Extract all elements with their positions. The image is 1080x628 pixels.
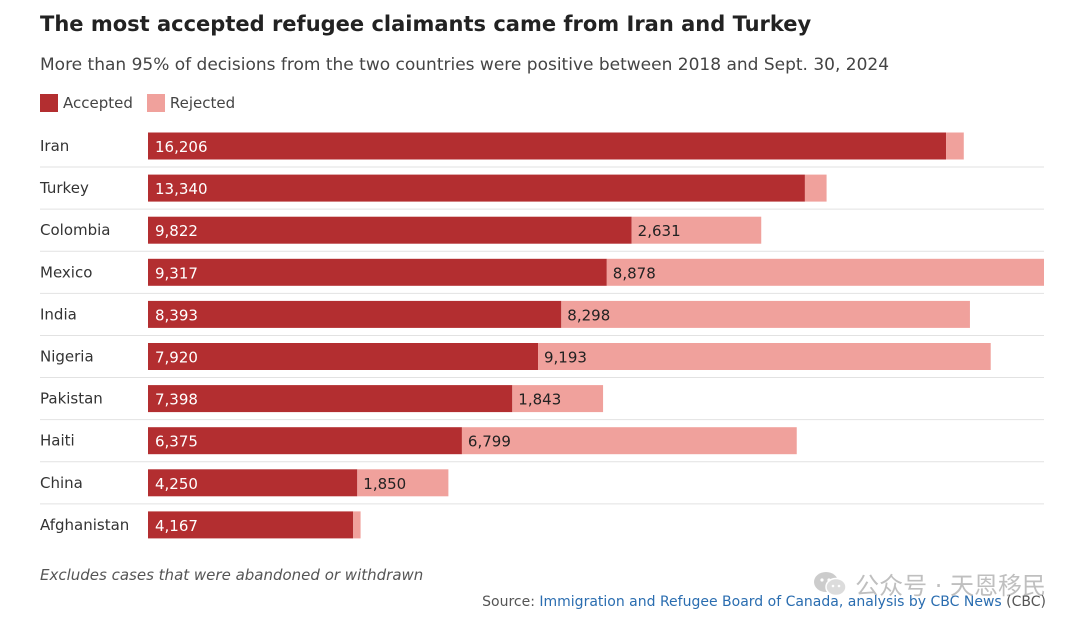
data-label-rejected-china: 1,850 bbox=[363, 475, 406, 493]
data-label-rejected-india: 8,298 bbox=[567, 306, 610, 324]
bar-rejected-turkey bbox=[804, 174, 827, 202]
category-label-afghanistan: Afghanistan bbox=[40, 516, 129, 534]
bar-accepted-china bbox=[148, 469, 358, 497]
legend: Accepted Rejected bbox=[40, 94, 249, 112]
bar-rejected-afghanistan bbox=[353, 511, 361, 539]
bar-rejected-pakistan bbox=[512, 385, 604, 413]
bar-rejected-china bbox=[357, 469, 449, 497]
data-label-accepted-pakistan: 7,398 bbox=[155, 391, 198, 409]
data-label-rejected-nigeria: 9,193 bbox=[544, 349, 587, 367]
category-label-turkey: Turkey bbox=[39, 179, 89, 197]
source-line: Source: Immigration and Refugee Board of… bbox=[482, 594, 1046, 610]
data-label-accepted-iran: 16,206 bbox=[155, 138, 208, 156]
bar-rejected-colombia bbox=[631, 216, 762, 244]
legend-item-rejected: Rejected bbox=[146, 94, 236, 112]
bar-accepted-india bbox=[148, 300, 562, 328]
category-label-china: China bbox=[40, 474, 83, 492]
bar-accepted-colombia bbox=[148, 216, 632, 244]
chart-subtitle: More than 95% of decisions from the two … bbox=[40, 55, 890, 75]
source-link[interactable]: Immigration and Refugee Board of Canada,… bbox=[539, 594, 1002, 610]
category-label-mexico: Mexico bbox=[40, 263, 92, 281]
bar-rejected-iran bbox=[946, 132, 964, 160]
data-label-accepted-india: 8,393 bbox=[155, 306, 198, 324]
wechat-icon bbox=[814, 571, 847, 596]
bar-rejected-haiti bbox=[461, 427, 797, 455]
bar-accepted-turkey bbox=[148, 174, 805, 202]
legend-label-rejected: Rejected bbox=[169, 94, 236, 112]
bar-accepted-afghanistan bbox=[148, 511, 354, 539]
data-label-rejected-mexico: 8,878 bbox=[613, 264, 656, 282]
data-label-rejected-colombia: 2,631 bbox=[638, 222, 681, 240]
data-label-accepted-afghanistan: 4,167 bbox=[155, 517, 198, 535]
chart-title: The most accepted refugee claimants came… bbox=[40, 12, 812, 36]
bar-chart: Iran 16,206 Turkey 13,340 Colombia 9,822 2,631… bbox=[39, 132, 1044, 539]
bar-accepted-iran bbox=[148, 132, 947, 160]
data-label-accepted-nigeria: 7,920 bbox=[155, 349, 198, 367]
legend-swatch-rejected bbox=[146, 94, 165, 112]
data-label-rejected-haiti: 6,799 bbox=[468, 433, 511, 451]
bar-rejected-nigeria bbox=[538, 343, 991, 370]
data-label-accepted-turkey: 13,340 bbox=[155, 180, 208, 198]
category-label-nigeria: Nigeria bbox=[40, 348, 94, 366]
category-label-haiti: Haiti bbox=[40, 432, 75, 450]
bar-accepted-mexico bbox=[148, 258, 607, 286]
data-label-rejected-pakistan: 1,843 bbox=[518, 391, 561, 409]
source-suffix: (CBC) bbox=[1006, 594, 1046, 610]
data-label-accepted-china: 4,250 bbox=[155, 475, 198, 493]
data-label-accepted-haiti: 6,375 bbox=[155, 433, 198, 451]
legend-swatch-accepted bbox=[40, 94, 58, 112]
data-label-accepted-colombia: 9,822 bbox=[155, 222, 198, 240]
footnote: Excludes cases that were abandoned or wi… bbox=[40, 566, 424, 584]
data-label-accepted-mexico: 9,317 bbox=[155, 264, 198, 282]
category-label-iran: Iran bbox=[40, 137, 69, 155]
bar-accepted-nigeria bbox=[148, 343, 539, 370]
legend-label-accepted: Accepted bbox=[63, 94, 133, 112]
bar-accepted-haiti bbox=[148, 427, 462, 455]
category-label-pakistan: Pakistan bbox=[40, 390, 103, 408]
bar-rejected-mexico bbox=[606, 258, 1044, 286]
watermark-text: 公众号 · 天恩移民 bbox=[855, 572, 1046, 600]
bar-rejected-india bbox=[561, 300, 970, 328]
watermark: 公众号 · 天恩移民 bbox=[813, 566, 1046, 601]
source-prefix: Source: bbox=[482, 594, 535, 610]
bar-accepted-pakistan bbox=[148, 385, 513, 413]
category-label-colombia: Colombia bbox=[40, 221, 111, 239]
category-label-india: India bbox=[40, 305, 77, 323]
legend-item-accepted: Accepted bbox=[40, 94, 133, 112]
